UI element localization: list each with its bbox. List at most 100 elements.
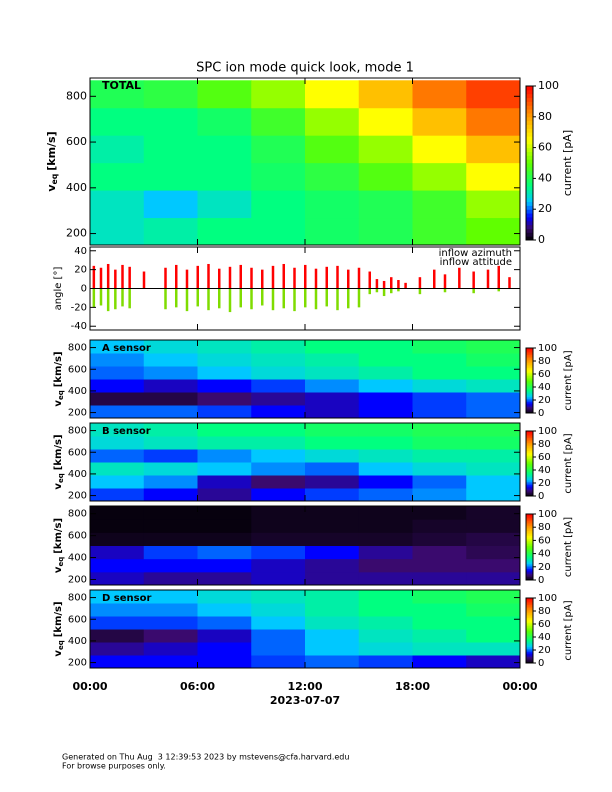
colorbar-swatch xyxy=(526,435,533,438)
heatmap-cell xyxy=(143,135,198,164)
y-tick-label: 400 xyxy=(66,181,87,194)
colorbar-swatch xyxy=(526,365,533,368)
colorbar-swatch xyxy=(526,570,533,573)
colorbar-swatch xyxy=(526,155,533,160)
panel-label: D sensor xyxy=(102,593,151,604)
colorbar-swatch xyxy=(526,391,533,394)
colorbar-swatch xyxy=(526,627,533,630)
heatmap-cell xyxy=(466,590,520,604)
colorbar-swatch xyxy=(526,575,533,578)
colorbar-swatch xyxy=(526,213,533,218)
colorbar-swatch xyxy=(526,382,533,385)
angle-bar xyxy=(347,269,350,289)
heatmap-cell xyxy=(143,436,198,450)
heatmap-cell xyxy=(466,488,520,501)
colorbar-swatch xyxy=(526,466,533,469)
heatmap-cell xyxy=(412,462,467,476)
heatmap-cell xyxy=(197,616,252,630)
heatmap-cell xyxy=(197,462,252,476)
colorbar-swatch xyxy=(526,178,533,183)
colorbar-tick-label: 100 xyxy=(538,426,557,437)
colorbar-swatch xyxy=(526,447,533,450)
colorbar-swatch xyxy=(526,553,533,556)
colorbar-swatch xyxy=(526,566,533,569)
colorbar-swatch xyxy=(526,463,533,466)
y-label-unit: [km/s] xyxy=(53,434,64,470)
y-axis-label: veq [km/s] xyxy=(53,518,65,573)
colorbar-swatch xyxy=(526,604,533,607)
colorbar-swatch xyxy=(526,656,533,659)
heatmap-cell xyxy=(358,558,413,573)
heatmap-cell xyxy=(412,366,467,380)
heatmap-cell xyxy=(143,190,198,219)
colorbar-tick-label: 80 xyxy=(538,522,551,533)
heatmap-cell xyxy=(143,162,198,191)
heatmap-cell xyxy=(143,217,198,245)
angle-bar xyxy=(390,277,393,289)
colorbar-swatch xyxy=(526,434,533,437)
heatmap-cell xyxy=(466,506,520,520)
heatmap-cell xyxy=(251,519,306,533)
colorbar-tick-label: 100 xyxy=(538,79,559,92)
heatmap-cell xyxy=(197,217,252,245)
colorbar-swatch xyxy=(526,530,533,533)
heatmap-cell xyxy=(358,423,413,437)
plot-area xyxy=(90,80,520,245)
y-tick-label: 800 xyxy=(68,509,87,520)
colorbar-swatch xyxy=(526,619,533,622)
heatmap-cell xyxy=(412,405,467,418)
heatmap-cell xyxy=(251,590,306,604)
colorbar-swatch xyxy=(526,232,533,237)
heatmap-cell xyxy=(143,353,198,367)
angle-bar xyxy=(250,267,253,289)
colorbar-swatch xyxy=(526,400,533,403)
heatmap-cell xyxy=(358,655,413,668)
heatmap-cell xyxy=(90,340,145,354)
colorbar-swatch xyxy=(526,374,533,377)
angle-bar xyxy=(368,288,371,295)
angle-bar xyxy=(121,264,124,289)
heatmap-cell xyxy=(305,655,360,668)
y-tick-label: 200 xyxy=(68,491,87,502)
colorbar-swatch xyxy=(526,645,533,648)
heatmap-cell xyxy=(358,353,413,367)
colorbar-swatch xyxy=(526,398,533,401)
heatmap-cell xyxy=(466,162,520,191)
colorbar-tick-label: 100 xyxy=(538,343,557,354)
heatmap-cell xyxy=(143,379,198,393)
colorbar-tick-label: 20 xyxy=(538,562,551,573)
footer: Generated on Thu Aug 3 12:39:53 2023 by … xyxy=(62,753,349,762)
heatmap-cell xyxy=(305,162,360,191)
heatmap-cell xyxy=(90,162,145,191)
panel-label: TOTAL xyxy=(102,79,141,92)
colorbar-swatch xyxy=(526,624,533,627)
angle-bar xyxy=(382,280,386,289)
colorbar-swatch xyxy=(526,387,533,390)
heatmap-cell xyxy=(197,405,252,418)
angle-bar xyxy=(397,280,400,289)
heatmap-cell xyxy=(90,475,145,489)
heatmap-cell xyxy=(90,519,145,533)
y-tick-label: 800 xyxy=(68,343,87,354)
x-tick-label: 00:00 xyxy=(502,680,537,693)
y-label-subscript: eq xyxy=(57,557,65,567)
heatmap-cell xyxy=(90,80,145,109)
heatmap-cell xyxy=(90,353,145,367)
y-tick-label: 600 xyxy=(68,531,87,542)
y-axis-label: veq [km/s] xyxy=(53,434,65,489)
heatmap-cell xyxy=(143,532,198,546)
heatmap-cell xyxy=(143,488,198,501)
colorbar-swatch xyxy=(526,483,533,486)
colorbar-swatch xyxy=(526,448,533,451)
angle-bar xyxy=(443,288,447,293)
colorbar-swatch xyxy=(526,471,533,474)
colorbar-swatch xyxy=(526,367,533,370)
angle-bar xyxy=(228,266,232,289)
heatmap-cell xyxy=(466,449,520,463)
colorbar-swatch xyxy=(526,351,533,354)
heatmap-cell xyxy=(305,135,360,164)
colorbar-swatch xyxy=(526,609,533,612)
plot-area xyxy=(90,590,520,668)
heatmap-cell xyxy=(305,353,360,367)
heatmap-cell xyxy=(466,519,520,533)
